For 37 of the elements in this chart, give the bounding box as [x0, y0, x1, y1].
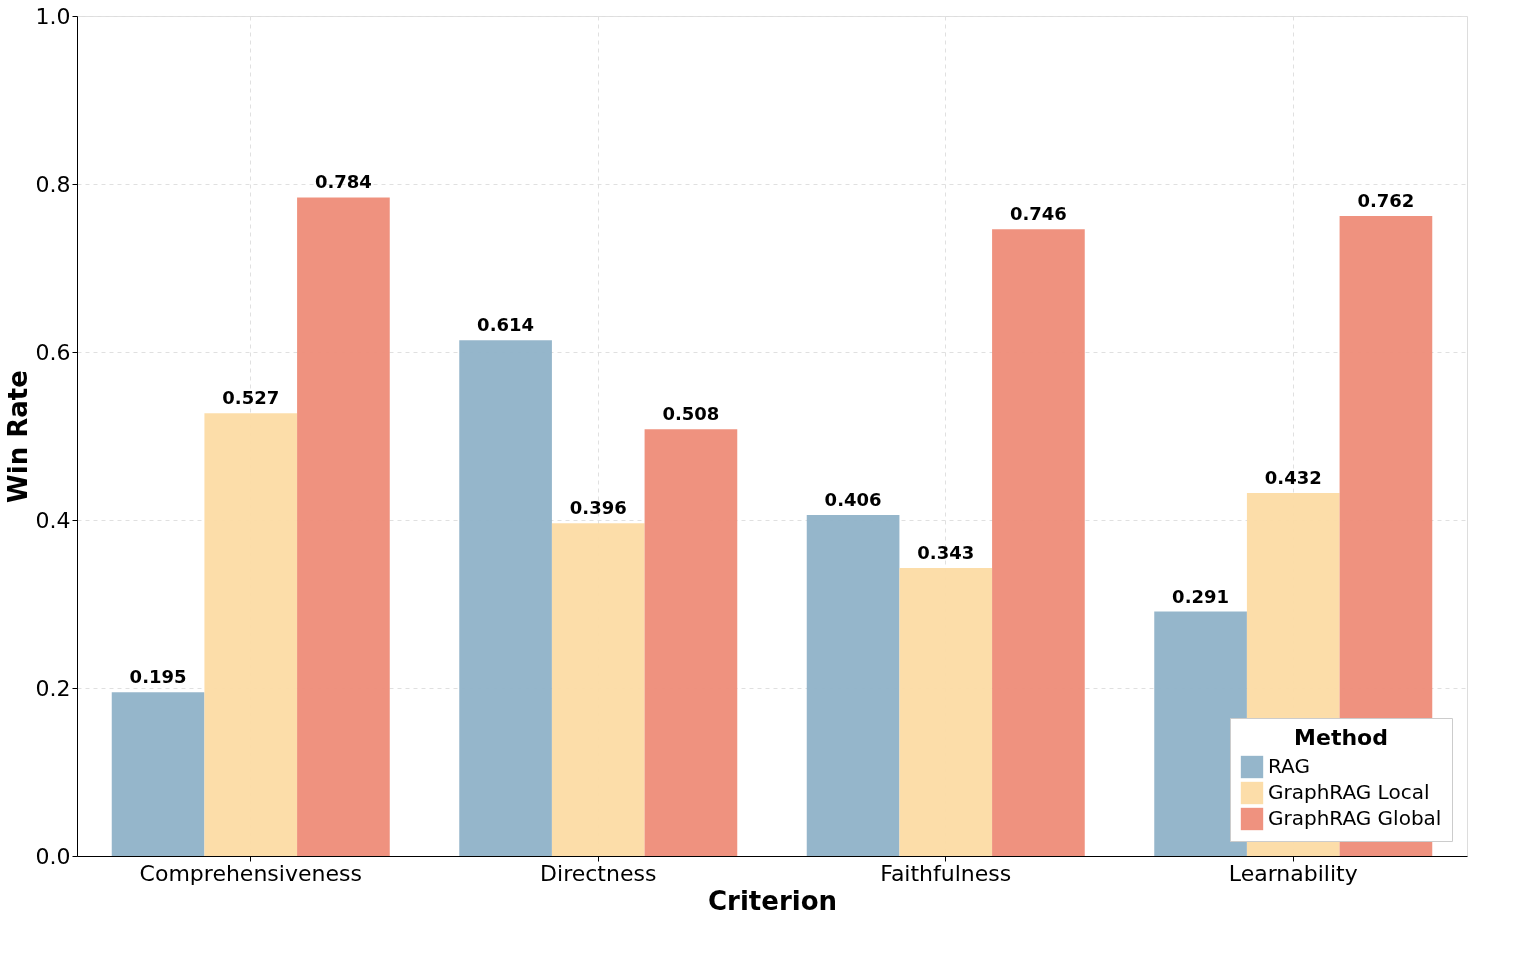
data-label: 0.406 — [824, 488, 882, 510]
data-label: 0.746 — [1009, 203, 1067, 225]
y-tick-label: 0.8 — [35, 171, 71, 197]
bar — [459, 340, 552, 856]
y-tick-label: 0.4 — [35, 507, 71, 533]
x-tick-label: Faithfulness — [880, 860, 1012, 886]
y-axis-title: Win Rate — [2, 370, 33, 503]
legend-label: RAG — [1268, 754, 1310, 778]
legend-title: Method — [1294, 725, 1388, 750]
x-tick-label: Comprehensiveness — [139, 860, 362, 886]
y-tick-label: 0.6 — [35, 339, 71, 365]
x-axis-title: Criterion — [708, 885, 837, 916]
y-tick-label: 0.0 — [35, 843, 71, 869]
bar — [806, 514, 900, 856]
data-label: 0.762 — [1357, 189, 1415, 211]
legend-label: GraphRAG Global — [1268, 806, 1442, 830]
data-label: 0.784 — [314, 171, 372, 193]
bar — [111, 692, 205, 856]
bar — [204, 413, 298, 856]
data-label: 0.508 — [662, 403, 720, 425]
bar — [644, 429, 738, 856]
x-tick-label: Learnability — [1228, 860, 1358, 886]
bar — [297, 197, 390, 856]
y-tick-label: 0.2 — [35, 675, 71, 701]
legend-label: GraphRAG Local — [1268, 780, 1430, 804]
data-label: 0.432 — [1264, 467, 1322, 489]
data-label: 0.195 — [129, 666, 187, 688]
x-tick-label: Directness — [540, 860, 657, 886]
data-label: 0.396 — [569, 497, 627, 519]
bar — [899, 567, 993, 856]
data-label: 0.343 — [917, 541, 975, 563]
y-tick-label: 1.0 — [35, 3, 71, 29]
data-label: 0.527 — [222, 387, 280, 409]
bar — [992, 229, 1085, 856]
data-label: 0.614 — [477, 314, 535, 336]
data-label: 0.291 — [1172, 585, 1230, 607]
bar — [551, 523, 645, 856]
